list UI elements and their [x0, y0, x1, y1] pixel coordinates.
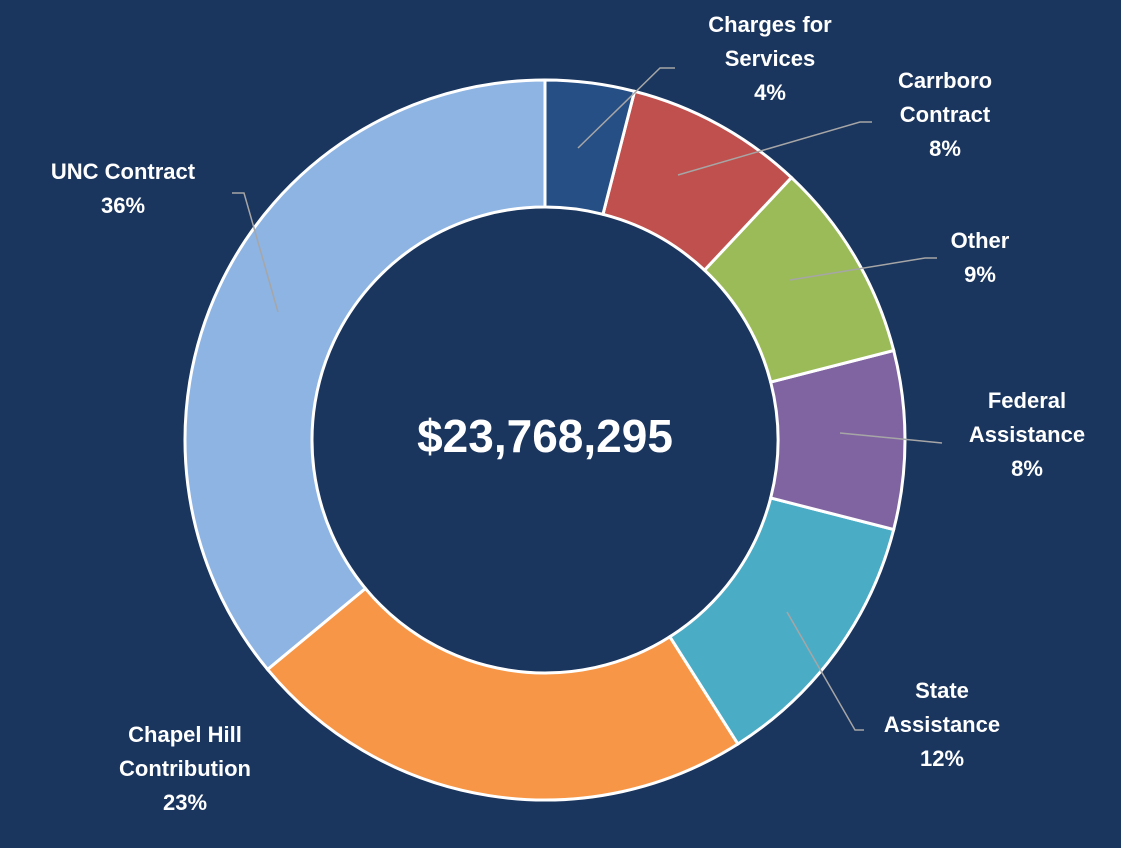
slice-label: Charges for Services 4% — [685, 8, 855, 110]
donut-slice — [601, 89, 794, 273]
percent-label: 8% — [929, 136, 961, 161]
center-total: $23,768,295 — [417, 410, 673, 462]
category-name: Chapel Hill Contribution — [119, 722, 251, 781]
donut-slice — [543, 78, 637, 217]
leader-line — [839, 432, 943, 444]
category-name: Charges for Services — [708, 12, 832, 71]
percent-label: 23% — [162, 790, 208, 815]
slice-label: Federal Assistance 8% — [942, 384, 1112, 486]
donut-slice — [768, 348, 907, 532]
donut-slice — [667, 496, 896, 747]
percent-label: 4% — [754, 80, 786, 105]
donut-slice — [265, 586, 740, 802]
percent-label: 9% — [964, 262, 996, 287]
slice-label: Other 9% — [905, 224, 1055, 292]
leader-line — [786, 611, 864, 731]
donut-slice — [702, 175, 896, 384]
slice-label: Chapel Hill Contribution 23% — [85, 718, 285, 820]
percent-label: 36% — [100, 193, 146, 218]
leader-line — [677, 121, 872, 176]
slice-label: Carrboro Contract 8% — [870, 64, 1020, 166]
slice-label: State Assistance 12% — [857, 674, 1027, 776]
category-name: UNC Contract — [50, 159, 196, 184]
leader-line — [789, 257, 937, 281]
category-name: Federal Assistance — [968, 388, 1086, 447]
category-name: Other — [950, 228, 1010, 253]
slice-label: UNC Contract 36% — [13, 155, 233, 223]
category-name: State Assistance — [883, 678, 1001, 737]
category-name: Carrboro Contract — [897, 68, 993, 127]
percent-label: 8% — [1011, 456, 1043, 481]
donut-slice — [183, 78, 547, 672]
leader-line — [577, 67, 675, 149]
percent-label: 12% — [919, 746, 965, 771]
leader-line — [232, 192, 279, 313]
